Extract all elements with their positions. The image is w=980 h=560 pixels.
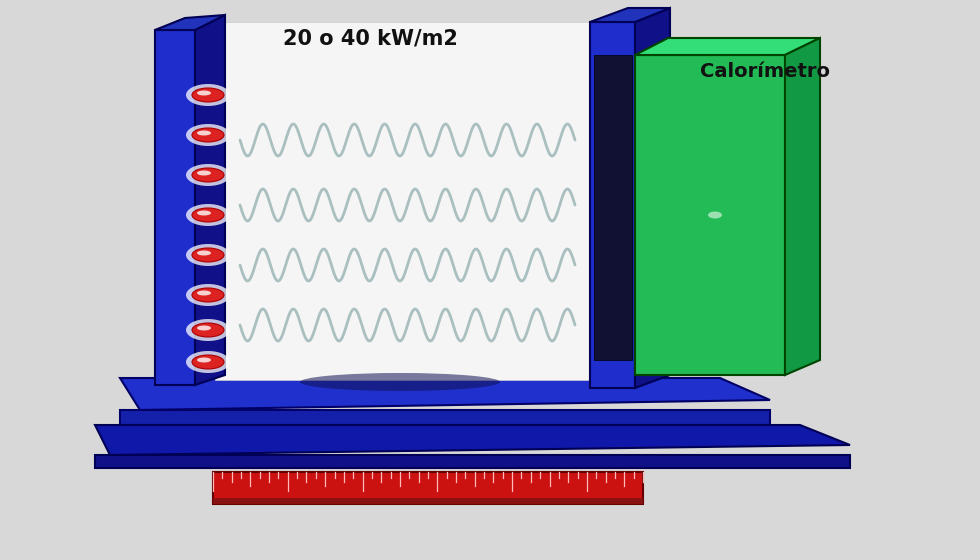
Ellipse shape bbox=[186, 319, 230, 341]
Ellipse shape bbox=[708, 212, 722, 218]
Ellipse shape bbox=[186, 84, 230, 106]
Ellipse shape bbox=[197, 291, 211, 296]
Ellipse shape bbox=[197, 211, 211, 216]
Text: Calorímetro: Calorímetro bbox=[700, 62, 830, 81]
Polygon shape bbox=[213, 498, 643, 504]
Ellipse shape bbox=[186, 124, 230, 146]
Ellipse shape bbox=[197, 250, 211, 255]
Ellipse shape bbox=[192, 168, 224, 182]
Ellipse shape bbox=[186, 164, 230, 186]
Text: 20 o 40 kW/m2: 20 o 40 kW/m2 bbox=[282, 28, 458, 48]
Polygon shape bbox=[635, 8, 670, 388]
Ellipse shape bbox=[197, 325, 211, 330]
Polygon shape bbox=[213, 472, 643, 504]
Polygon shape bbox=[635, 38, 820, 55]
Ellipse shape bbox=[192, 323, 224, 337]
Polygon shape bbox=[590, 22, 635, 388]
Polygon shape bbox=[215, 22, 590, 380]
Ellipse shape bbox=[300, 373, 500, 391]
Polygon shape bbox=[785, 38, 820, 375]
Ellipse shape bbox=[186, 204, 230, 226]
Ellipse shape bbox=[186, 244, 230, 266]
Ellipse shape bbox=[186, 351, 230, 373]
Polygon shape bbox=[120, 378, 770, 410]
Ellipse shape bbox=[192, 208, 224, 222]
Ellipse shape bbox=[197, 357, 211, 362]
Polygon shape bbox=[155, 30, 195, 385]
Ellipse shape bbox=[197, 91, 211, 96]
Ellipse shape bbox=[197, 130, 211, 136]
Polygon shape bbox=[590, 8, 670, 22]
Ellipse shape bbox=[192, 128, 224, 142]
Polygon shape bbox=[155, 15, 225, 30]
Ellipse shape bbox=[192, 88, 224, 102]
Polygon shape bbox=[195, 15, 225, 385]
Ellipse shape bbox=[192, 355, 224, 369]
Ellipse shape bbox=[186, 284, 230, 306]
Polygon shape bbox=[594, 55, 632, 360]
Polygon shape bbox=[95, 425, 850, 455]
Polygon shape bbox=[635, 55, 785, 375]
Ellipse shape bbox=[197, 170, 211, 175]
Polygon shape bbox=[95, 455, 850, 468]
Ellipse shape bbox=[192, 248, 224, 262]
Ellipse shape bbox=[192, 288, 224, 302]
Polygon shape bbox=[120, 410, 770, 425]
